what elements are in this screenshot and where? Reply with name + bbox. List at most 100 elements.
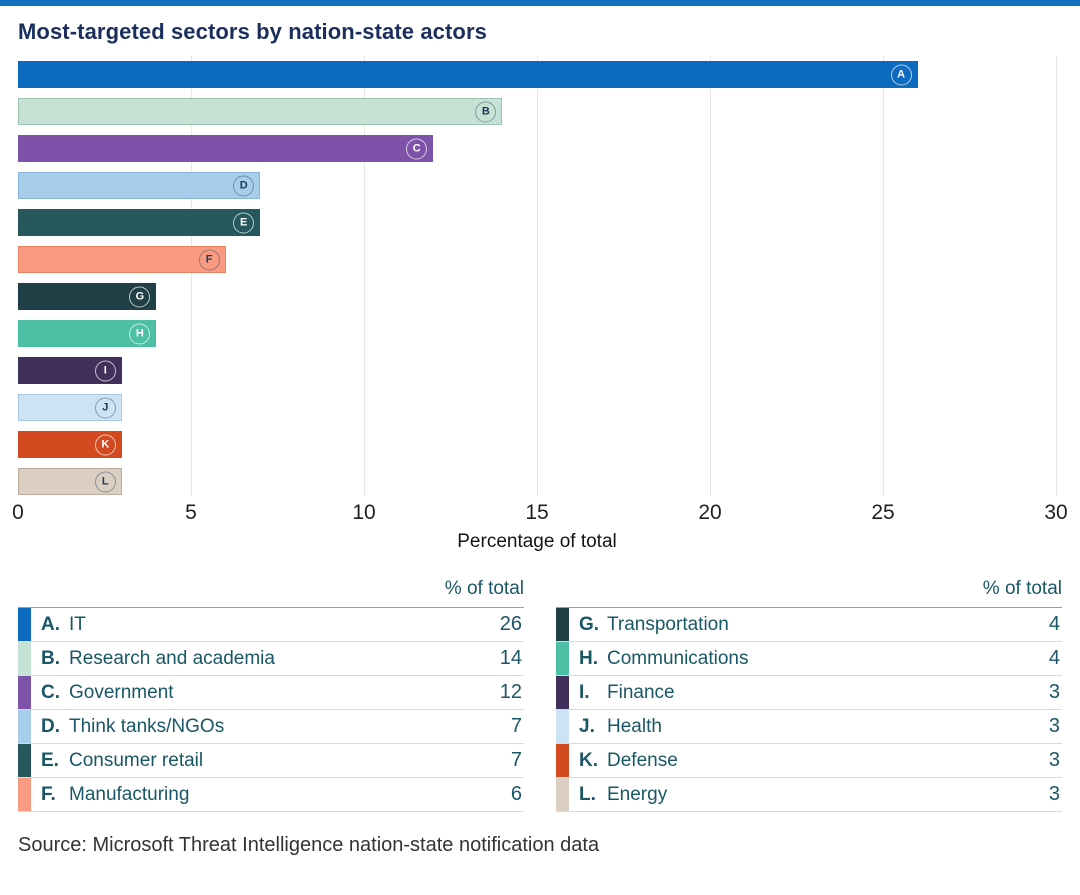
bar-B-research-and-academia: B <box>18 98 503 125</box>
legend-row-A: A. IT 26 <box>18 608 524 642</box>
bar-C-government: C <box>18 135 434 162</box>
legend-value-H: 4 <box>1048 647 1060 669</box>
legend-swatch-E <box>18 744 31 777</box>
chart-title: Most-targeted sectors by nation-state ac… <box>18 19 487 44</box>
gridline-20 <box>710 56 711 496</box>
legend-value-D: 7 <box>510 715 522 737</box>
legend-swatch-I <box>556 676 569 709</box>
bar-E-consumer-retail: E <box>18 209 261 236</box>
legend-row-D: D. Think tanks/NGOs 7 <box>18 710 524 744</box>
legend-swatch-L <box>556 778 569 811</box>
legend-swatch-B <box>18 642 31 675</box>
legend-table-right: % of total G. Transportation 4 H. Communicat… <box>556 578 1062 812</box>
legend-label-G: Transportation <box>607 613 729 635</box>
legend-value-E: 7 <box>510 749 522 771</box>
legend-row-H: H. Communications 4 <box>556 642 1062 676</box>
legend-row-B: B. Research and academia 14 <box>18 642 524 676</box>
legend-label-B: Research and academia <box>69 647 275 669</box>
source-attribution: Source: Microsoft Threat Intelligence na… <box>18 834 600 856</box>
legend-value-G: 4 <box>1048 613 1060 635</box>
bar-letter-badge-K: K <box>94 434 116 455</box>
bar-letter-badge-D: D <box>233 175 255 196</box>
legend-row-G: G. Transportation 4 <box>556 608 1062 642</box>
legend-label-L: Energy <box>607 783 668 805</box>
bar-row-L: L <box>18 463 1056 500</box>
legend-letter-D: D. <box>41 715 60 737</box>
bar-letter-badge-F: F <box>198 249 220 270</box>
bar-letter-badge-C: C <box>406 138 428 159</box>
legend-label-A: IT <box>69 613 86 635</box>
legend-table-left-rows: A. IT 26 B. Research and academia 14 C. Governm… <box>18 608 524 812</box>
bar-row-J: J <box>18 389 1056 426</box>
legend-row-L: L. Energy 3 <box>556 778 1062 812</box>
x-axis-label: Percentage of total <box>457 531 617 552</box>
legend-row-E: E. Consumer retail 7 <box>18 744 524 778</box>
gridline-5 <box>191 56 192 496</box>
top-accent-bar <box>0 0 1080 6</box>
gridline-30 <box>1056 56 1057 496</box>
legend-letter-H: H. <box>579 647 598 669</box>
legend-letter-K: K. <box>579 749 598 771</box>
legend-label-D: Think tanks/NGOs <box>69 715 225 737</box>
legend-table-right-rows: G. Transportation 4 H. Communications 4 I. Fina… <box>556 608 1062 812</box>
legend-letter-C: C. <box>41 681 60 703</box>
legend-label-C: Government <box>69 681 174 703</box>
x-tick-30: 30 <box>1044 501 1068 524</box>
legend-value-B: 14 <box>499 647 522 669</box>
legend-letter-E: E. <box>41 749 59 771</box>
legend-table-left-header: % of total <box>18 578 524 608</box>
legend-letter-A: A. <box>41 613 60 635</box>
legend-letter-G: G. <box>579 613 600 635</box>
legend-letter-F: F. <box>41 783 56 805</box>
bar-row-H: H <box>18 315 1056 352</box>
legend-value-F: 6 <box>510 783 522 805</box>
bar-letter-badge-J: J <box>94 397 116 418</box>
x-tick-10: 10 <box>352 501 376 524</box>
legend-swatch-G <box>556 608 569 641</box>
legend-value-J: 3 <box>1048 715 1060 737</box>
bar-row-I: I <box>18 352 1056 389</box>
bar-H-communications: H <box>18 320 157 347</box>
legend-swatch-F <box>18 778 31 811</box>
legend-value-L: 3 <box>1048 783 1060 805</box>
bar-row-F: F <box>18 241 1056 278</box>
bar-letter-badge-A: A <box>890 64 912 85</box>
legend-letter-I: I. <box>579 681 590 703</box>
bar-G-transportation: G <box>18 283 157 310</box>
legend-value-I: 3 <box>1048 681 1060 703</box>
bar-letter-badge-L: L <box>94 471 116 492</box>
legend-row-K: K. Defense 3 <box>556 744 1062 778</box>
legend-row-C: C. Government 12 <box>18 676 524 710</box>
bar-row-G: G <box>18 278 1056 315</box>
gridlines <box>18 56 1057 496</box>
bar-L-energy: L <box>18 468 122 495</box>
bar-F-manufacturing: F <box>18 246 226 273</box>
legend-swatch-A <box>18 608 31 641</box>
bar-row-E: E <box>18 204 1056 241</box>
x-tick-15: 15 <box>525 501 549 524</box>
legend-label-K: Defense <box>607 749 678 771</box>
gridline-25 <box>883 56 884 496</box>
bar-K-defense: K <box>18 431 122 458</box>
legend-table-left: % of total A. IT 26 B. Research and academia… <box>18 578 524 812</box>
legend-letter-B: B. <box>41 647 60 669</box>
legend-swatch-H <box>556 642 569 675</box>
gridline-15 <box>537 56 538 496</box>
legend-label-J: Health <box>607 715 662 737</box>
legend-value-K: 3 <box>1048 749 1060 771</box>
bar-row-K: K <box>18 426 1056 463</box>
bar-I-finance: I <box>18 357 122 384</box>
legend-table-right-header: % of total <box>556 578 1062 608</box>
x-tick-20: 20 <box>698 501 722 524</box>
x-tick-0: 0 <box>12 501 24 524</box>
bar-row-A: A <box>18 56 1056 93</box>
legend-swatch-C <box>18 676 31 709</box>
legend-swatch-J <box>556 710 569 743</box>
legend-label-I: Finance <box>607 681 675 703</box>
legend-value-C: 12 <box>499 681 522 703</box>
bar-letter-badge-G: G <box>129 286 151 307</box>
bar-D-think-tanks-ngos: D <box>18 172 261 199</box>
x-tick-25: 25 <box>871 501 895 524</box>
